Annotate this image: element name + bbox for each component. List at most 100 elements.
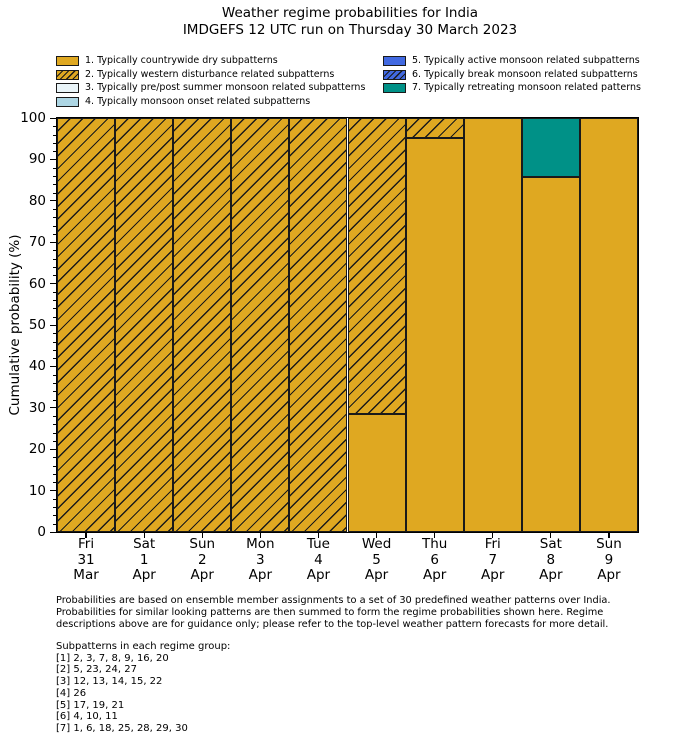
y-axis-tick-label: 90 — [28, 151, 46, 168]
bar-segment-regime-7 — [521, 118, 580, 178]
legend-swatch-icon — [56, 69, 79, 80]
y-axis-major-tick — [50, 324, 56, 326]
y-axis-minor-tick — [52, 267, 56, 269]
y-axis-minor-tick — [52, 126, 56, 128]
y-axis-major-tick — [50, 283, 56, 285]
y-axis-minor-tick — [52, 349, 56, 351]
y-axis-minor-tick — [52, 391, 56, 393]
y-axis-tick-label: 50 — [28, 317, 46, 333]
bar-segment-regime-2 — [405, 118, 464, 138]
y-axis-minor-tick — [52, 498, 56, 500]
bar-segment-regime-2 — [173, 118, 232, 532]
y-axis-major-tick — [50, 490, 56, 492]
x-axis-date-label: Fri 7 Apr — [481, 536, 505, 583]
bar-segment-regime-2 — [289, 118, 348, 532]
y-axis-minor-tick — [52, 275, 56, 277]
x-axis-date-label: Sat 8 Apr — [539, 536, 563, 583]
x-axis-tick — [317, 533, 320, 538]
y-axis-minor-tick — [52, 440, 56, 442]
x-axis-tick — [143, 533, 145, 538]
y-axis-tick-label: 100 — [20, 110, 46, 126]
x-axis-date-label: Fri 31 Mar — [73, 536, 99, 583]
y-axis-minor-tick — [52, 457, 56, 459]
y-axis-minor-tick — [52, 523, 56, 525]
bar-segment-regime-1 — [405, 137, 464, 532]
bar-segment-regime-1 — [521, 177, 580, 532]
plot-area — [56, 117, 639, 533]
y-axis-tick-label: 60 — [28, 275, 46, 292]
legend-swatch-icon — [56, 83, 79, 93]
y-axis-minor-tick — [52, 225, 56, 227]
y-axis-tick-label: 40 — [28, 358, 46, 375]
y-axis-major-tick — [50, 200, 56, 202]
x-axis-tick — [259, 533, 261, 538]
y-axis-major-tick — [50, 365, 56, 368]
x-axis-tick — [550, 533, 552, 538]
legend-label: 6. Typically break monsoon related subpa… — [412, 68, 638, 80]
y-axis-minor-tick — [52, 308, 56, 310]
legend-label: 5. Typically active monsoon related subp… — [412, 55, 640, 66]
bar-segment-regime-2 — [231, 118, 290, 532]
legend-swatch-icon — [56, 96, 79, 107]
y-axis-major-tick — [50, 241, 56, 243]
legend-label: 1. Typically countrywide dry subpatterns — [85, 55, 278, 66]
bar-segment-regime-1 — [463, 118, 522, 532]
legend-column-left: 1. Typically countrywide dry subpatterns… — [56, 56, 365, 107]
y-axis-minor-tick — [52, 382, 56, 384]
legend-label: 4. Typically monsoon onset related subpa… — [85, 95, 311, 107]
bar-segment-regime-2 — [57, 118, 116, 532]
x-axis-date-label: Tue 4 Apr — [306, 536, 331, 583]
x-axis-date-label: Mon 3 Apr — [246, 536, 275, 583]
y-axis-major-tick — [50, 448, 56, 450]
legend-item-regime-3: 3. Typically pre/post summer monsoon rel… — [56, 83, 365, 93]
y-axis-tick-label: 70 — [28, 234, 46, 251]
subpatterns-text: Subpatterns in each regime group: [1] 2,… — [56, 641, 231, 734]
x-axis-tick — [608, 533, 610, 538]
y-axis-minor-tick — [52, 358, 56, 360]
y-axis-minor-tick — [52, 217, 56, 219]
legend-swatch-icon — [383, 56, 406, 66]
legend-label: 7. Typically retreating monsoon related … — [412, 82, 641, 93]
x-axis-tick — [492, 533, 494, 538]
legend-swatch-icon — [383, 69, 406, 80]
legend-label: 2. Typically western disturbance related… — [85, 68, 335, 80]
chart-subtitle: IMDGEFS 12 UTC run on Thursday 30 March … — [182, 22, 518, 38]
x-axis-date-label: Thu 6 Apr — [421, 536, 448, 583]
legend-item-regime-5: 5. Typically active monsoon related subp… — [383, 56, 641, 66]
y-axis-tick-label: 20 — [28, 441, 46, 458]
y-axis-minor-tick — [52, 142, 56, 144]
y-axis-major-tick — [50, 117, 56, 119]
x-axis-date-label: Sun 2 Apr — [189, 536, 216, 583]
x-axis-date-label: Wed 5 Apr — [361, 536, 392, 583]
x-axis-date-label: Sun 9 Apr — [596, 536, 622, 583]
legend-item-regime-1: 1. Typically countrywide dry subpatterns — [56, 56, 365, 66]
y-axis-tick-label: 10 — [28, 482, 46, 499]
bar-segment-regime-1 — [579, 118, 638, 532]
legend-item-regime-7: 7. Typically retreating monsoon related … — [383, 83, 641, 93]
y-axis-minor-tick — [52, 209, 56, 211]
y-axis-minor-tick — [52, 482, 56, 484]
y-axis-minor-tick — [52, 374, 56, 376]
footnote-text: Probabilities are based on ensemble memb… — [56, 595, 611, 630]
bar-segment-regime-2 — [115, 118, 174, 532]
x-axis-tick — [375, 533, 378, 538]
y-axis-minor-tick — [52, 250, 56, 252]
y-axis-minor-tick — [52, 474, 56, 476]
x-axis-date-label: Sat 1 Apr — [132, 536, 156, 583]
y-axis-minor-tick — [52, 432, 56, 434]
y-axis-minor-tick — [52, 184, 56, 186]
legend-label: 3. Typically pre/post summer monsoon rel… — [85, 82, 366, 93]
y-axis-minor-tick — [52, 316, 56, 318]
y-axis-tick-label: 30 — [28, 399, 46, 416]
legend-swatch-icon — [383, 83, 406, 93]
y-axis-tick-label: 0 — [37, 524, 46, 540]
chart-title: Weather regime probabilities for India — [221, 5, 479, 21]
y-axis-minor-tick — [52, 416, 56, 418]
y-axis-major-tick — [50, 407, 56, 409]
y-axis-tick-label: 80 — [28, 192, 46, 209]
y-axis-minor-tick — [52, 291, 56, 293]
legend-column-right: 5. Typically active monsoon related subp… — [383, 56, 641, 93]
y-axis-minor-tick — [52, 507, 56, 509]
legend-item-regime-6: 6. Typically break monsoon related subpa… — [383, 68, 641, 80]
